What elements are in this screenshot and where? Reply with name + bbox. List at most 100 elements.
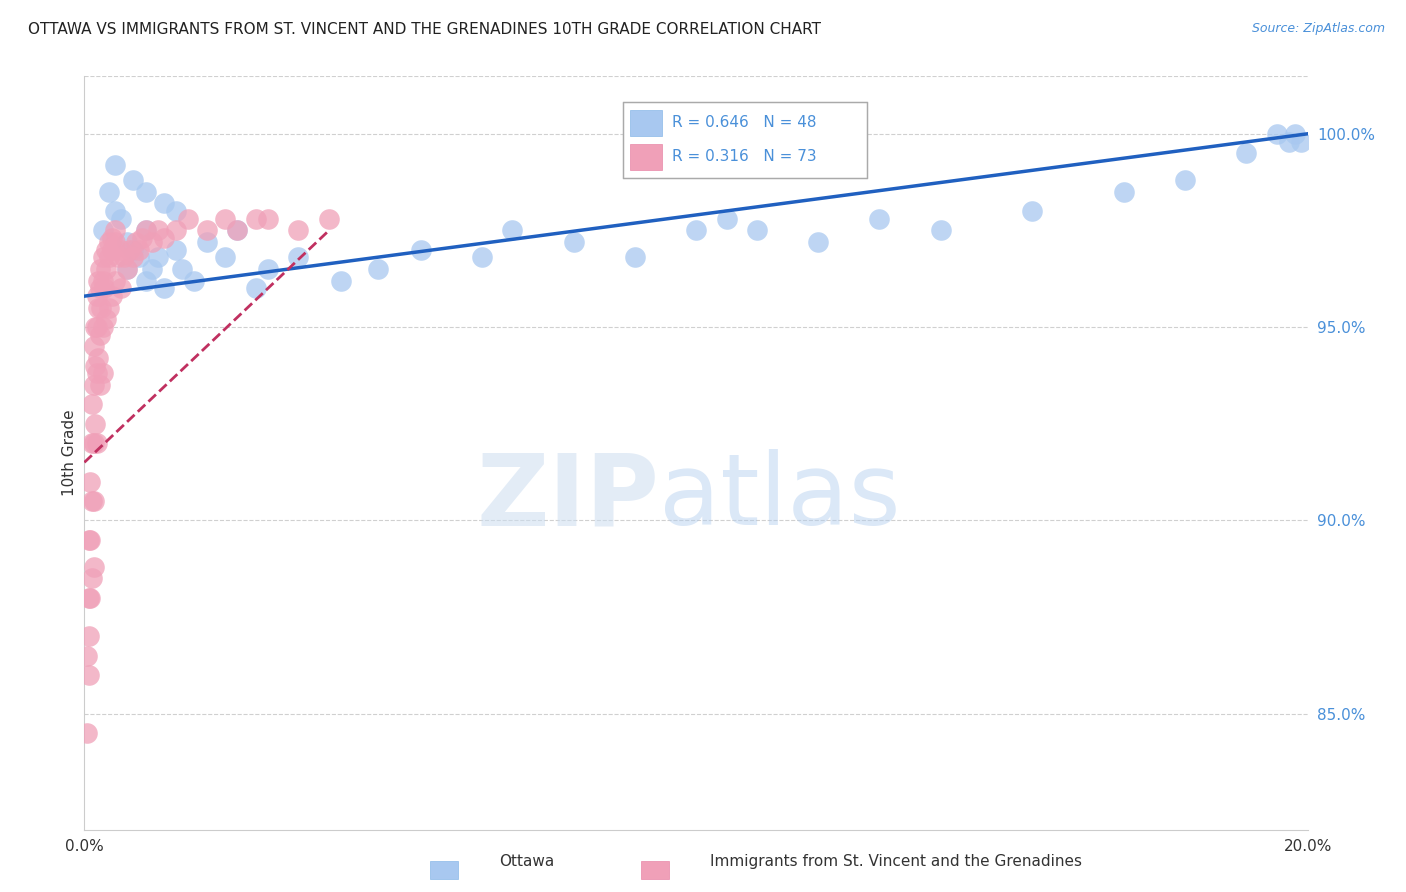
Point [128, 251, 150, 265]
Point [1236, 146, 1258, 161]
Point [94, 243, 117, 257]
Point [91, 223, 114, 237]
Point [165, 243, 187, 257]
Point [562, 235, 585, 249]
Point [89, 281, 111, 295]
Point [104, 158, 127, 172]
Point [257, 262, 280, 277]
Point [104, 274, 127, 288]
Point [1114, 185, 1136, 199]
Text: ZIP: ZIP [477, 450, 659, 547]
Text: Source: ZipAtlas.com: Source: ZipAtlas.com [1251, 22, 1385, 36]
Point [79, 475, 101, 489]
Point [86, 367, 108, 381]
Point [257, 211, 280, 226]
Point [287, 223, 309, 237]
Point [146, 223, 169, 237]
Point [245, 211, 267, 226]
Point [77, 668, 100, 682]
Point [104, 223, 127, 237]
Point [87, 274, 110, 288]
Point [122, 173, 145, 187]
Point [77, 629, 100, 643]
Point [86, 320, 108, 334]
Point [110, 281, 132, 295]
Point [929, 223, 952, 237]
Point [76, 648, 98, 663]
Point [716, 211, 738, 226]
Point [747, 223, 769, 237]
Point [101, 289, 124, 303]
Point [153, 196, 176, 211]
Point [1278, 135, 1301, 149]
Point [87, 351, 110, 365]
Point [115, 262, 138, 277]
Point [89, 327, 111, 342]
Point [90, 301, 112, 315]
Point [83, 436, 105, 450]
Point [80, 397, 103, 411]
Point [624, 251, 647, 265]
Point [97, 235, 120, 249]
Point [80, 571, 103, 585]
Point [84, 417, 107, 431]
Point [91, 274, 114, 288]
Point [330, 274, 353, 288]
Point [135, 223, 157, 237]
Point [141, 235, 163, 249]
Point [177, 211, 200, 226]
Point [97, 301, 120, 315]
Point [77, 533, 100, 547]
Point [94, 312, 117, 326]
Y-axis label: 10th Grade: 10th Grade [62, 409, 77, 496]
Point [214, 211, 236, 226]
Point [125, 235, 148, 249]
Point [107, 251, 129, 265]
Point [1265, 127, 1288, 141]
Point [318, 211, 340, 226]
Point [807, 235, 830, 249]
Point [84, 320, 107, 334]
Point [110, 211, 132, 226]
Point [122, 251, 145, 265]
Point [115, 262, 138, 277]
Point [165, 223, 187, 237]
Point [91, 320, 114, 334]
Point [89, 378, 111, 392]
Point [97, 251, 120, 265]
Point [135, 223, 157, 237]
Point [141, 262, 163, 277]
Point [77, 591, 100, 605]
Point [183, 274, 205, 288]
Point [86, 289, 108, 303]
Point [97, 185, 120, 199]
Point [153, 281, 176, 295]
Text: Immigrants from St. Vincent and the Grenadines: Immigrants from St. Vincent and the Gren… [710, 854, 1083, 869]
Point [131, 231, 153, 245]
Point [502, 223, 524, 237]
Point [195, 223, 218, 237]
Point [80, 436, 103, 450]
Point [101, 231, 124, 245]
Point [122, 243, 145, 257]
Point [104, 204, 127, 219]
Point [1021, 204, 1043, 219]
Point [1284, 127, 1306, 141]
Point [195, 235, 218, 249]
Point [89, 262, 111, 277]
Point [101, 243, 124, 257]
Point [245, 281, 267, 295]
Point [1174, 173, 1197, 187]
Point [226, 223, 249, 237]
Point [120, 243, 142, 257]
Point [409, 243, 432, 257]
Point [226, 223, 249, 237]
Point [685, 223, 707, 237]
Point [165, 204, 187, 219]
Point [104, 235, 127, 249]
Point [91, 251, 114, 265]
Point [86, 436, 108, 450]
Text: Ottawa: Ottawa [499, 854, 554, 869]
Point [83, 559, 105, 574]
Point [110, 243, 132, 257]
